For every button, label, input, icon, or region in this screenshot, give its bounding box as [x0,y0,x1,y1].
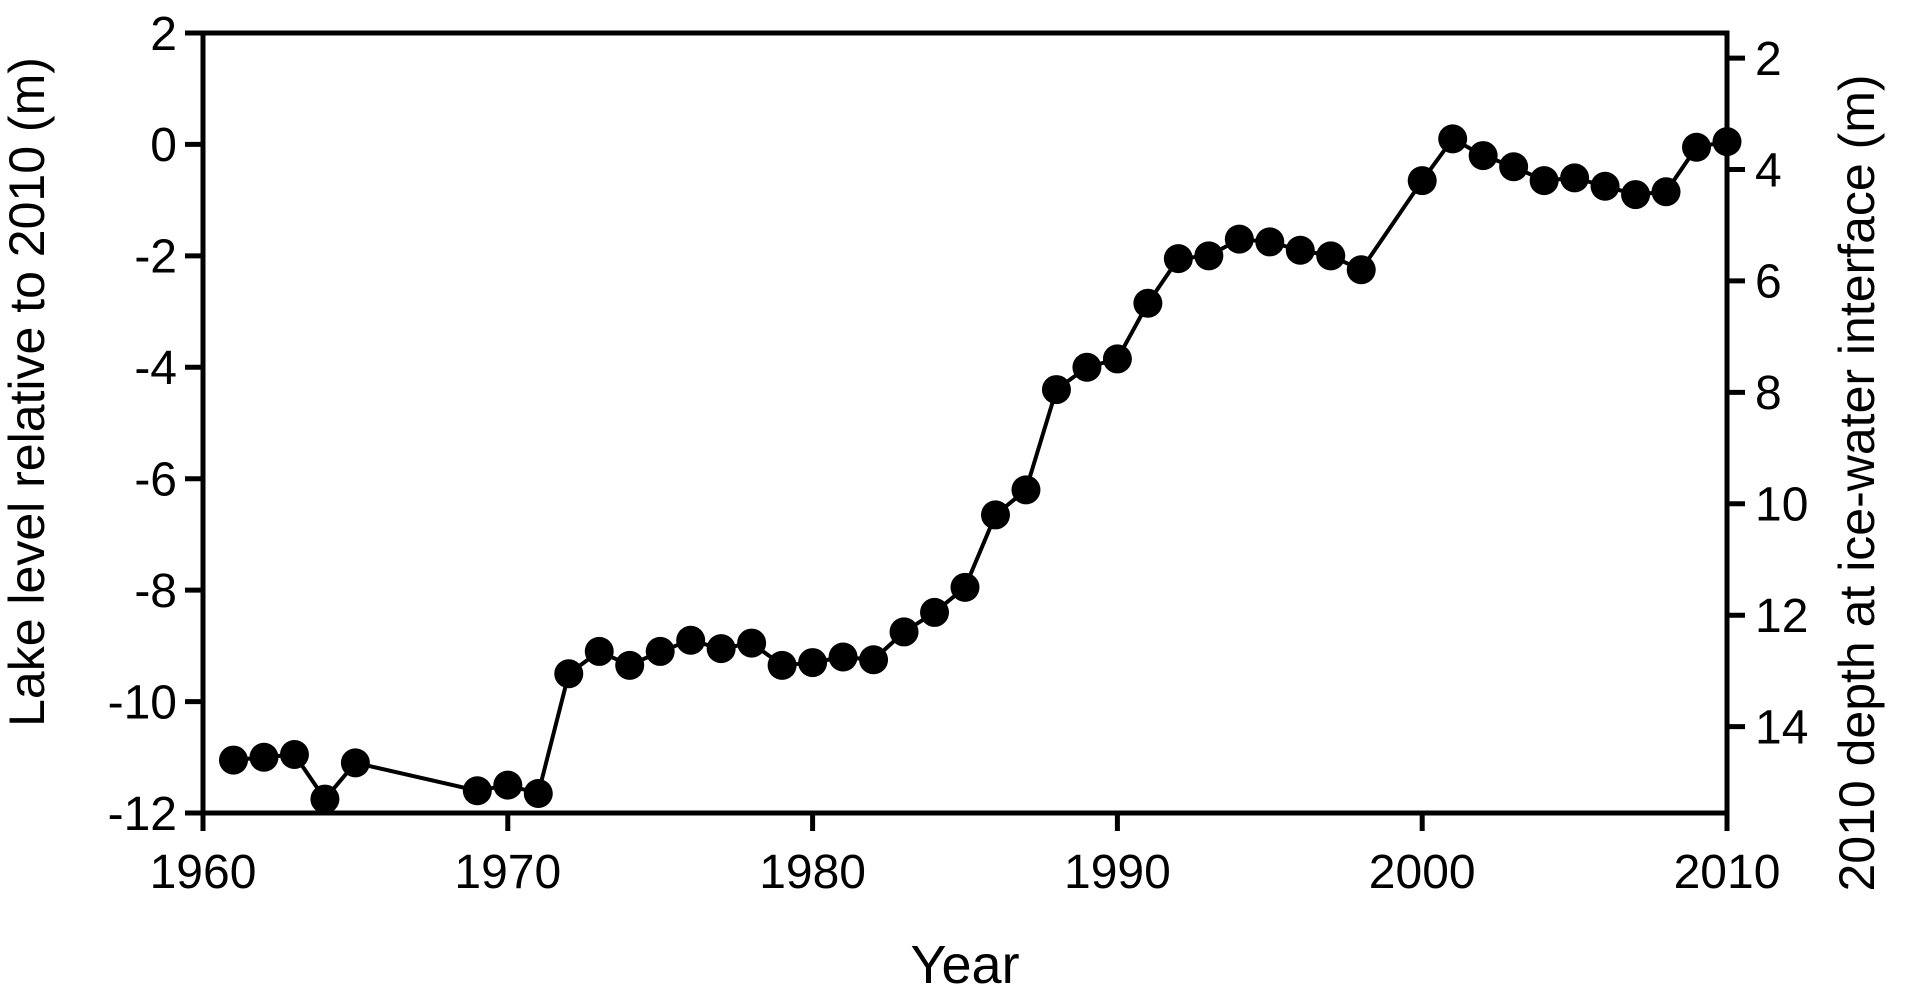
y-right-tick-label: 8 [1755,367,1782,420]
data-point-1971 [523,779,553,808]
data-point-1965 [340,748,370,778]
data-point-1985 [950,572,980,602]
y-left-tick-label: -4 [134,342,177,395]
data-point-1970 [493,770,523,800]
x-axis-title: Year [910,935,1019,995]
y-left-tick-label: -6 [134,454,177,507]
y-left-tick-label: -8 [134,565,177,618]
plot-frame [200,30,1730,816]
data-point-2002 [1468,141,1498,171]
data-point-2006 [1590,171,1620,201]
y-axis-left: 2 0 -2 -4 -6 -8 -10 -12 [108,8,203,841]
data-point-2004 [1529,166,1559,196]
data-point-1989 [1072,352,1102,382]
series-line-lake-level [233,136,1728,803]
x-tick-label: 2010 [1674,846,1781,899]
data-point-2005 [1560,163,1590,193]
data-point-1974 [615,650,645,680]
y-right-tick-label: 2 [1755,33,1782,86]
y-left-tick-label: -2 [134,231,177,284]
data-point-1962 [249,742,279,772]
data-point-1975 [645,636,675,666]
data-point-1964 [310,784,340,814]
data-point-2000 [1407,166,1437,196]
y-left-tick-label: 0 [150,119,177,172]
data-point-1986 [980,500,1010,530]
data-point-1979 [767,650,797,680]
data-point-2003 [1499,152,1529,182]
y-right-tick-label: 12 [1755,590,1808,643]
data-point-1992 [1163,244,1193,274]
data-point-1981 [828,642,858,672]
data-point-1993 [1194,241,1224,271]
data-point-1991 [1133,288,1163,318]
y-right-tick-label: 10 [1755,479,1808,532]
y-left-tick-label: -10 [108,676,177,729]
y-right-tick-label: 6 [1755,256,1782,309]
data-point-1963 [279,740,309,769]
data-point-1984 [920,597,950,627]
data-point-2010 [1712,127,1742,157]
data-point-1995 [1255,227,1285,257]
data-point-1978 [737,628,767,658]
x-tick-label: 1970 [454,846,561,899]
data-point-1961 [218,745,248,775]
data-point-1982 [859,645,889,675]
data-point-1988 [1041,375,1071,405]
data-point-1987 [1011,475,1041,505]
x-axis: 1960 1970 1980 1990 2000 2010 [150,813,1781,899]
data-point-2001 [1438,124,1468,154]
y-axis-left-title: Lake level relative to 2010 (m) [0,57,55,727]
plot-frame-border [200,30,1730,816]
x-tick-label: 1980 [759,846,866,899]
data-point-1976 [676,625,706,655]
data-point-1990 [1102,344,1132,374]
data-point-1973 [584,636,614,666]
data-point-1998 [1346,255,1376,285]
y-right-tick-label: 4 [1755,144,1782,197]
data-series [218,124,1742,814]
y-left-tick-label: -12 [108,788,177,841]
x-tick-label: 1990 [1064,846,1171,899]
x-tick-label: 1960 [150,846,257,899]
data-point-1980 [798,648,828,678]
data-point-1994 [1224,224,1254,254]
x-tick-label: 2000 [1369,846,1476,899]
data-point-2009 [1682,132,1712,162]
data-point-1972 [554,659,584,689]
data-point-1997 [1316,241,1346,271]
y-axis-right: 2 4 6 8 10 12 14 [1727,33,1808,754]
data-point-1996 [1285,235,1315,265]
data-point-2007 [1621,180,1651,210]
y-left-tick-label: 2 [150,8,177,61]
y-right-tick-label: 14 [1755,701,1808,754]
data-point-2008 [1651,177,1681,207]
y-axis-right-title: 2010 depth at ice-water interface (m) [1829,74,1885,891]
data-point-1983 [889,617,919,647]
data-point-1969 [462,776,492,806]
data-point-1977 [706,634,736,664]
